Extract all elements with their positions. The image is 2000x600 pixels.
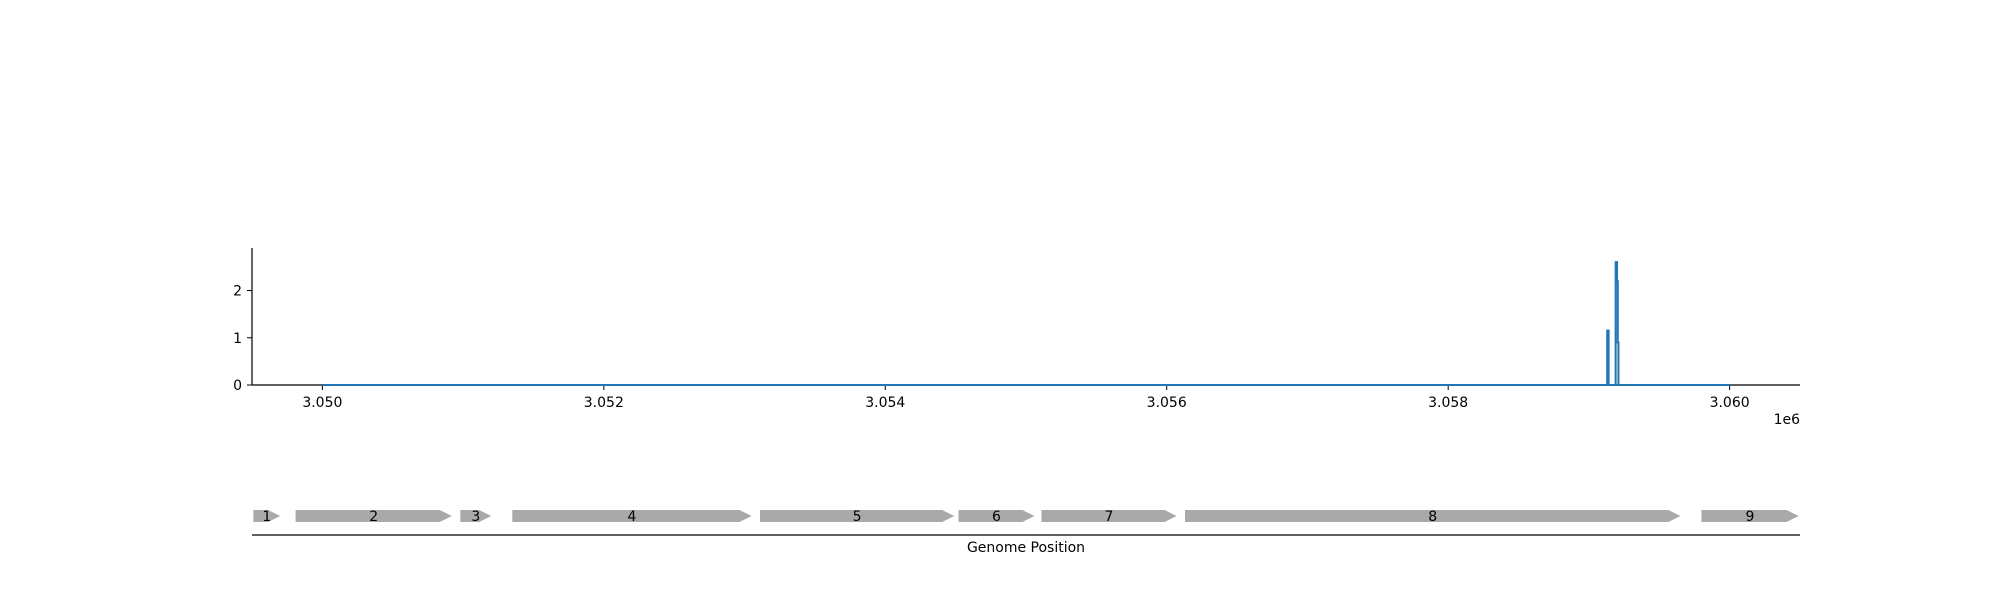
gene-label: 2 xyxy=(369,509,378,525)
gene-arrow xyxy=(253,510,281,522)
coverage-y-ticks: 0 1 2 xyxy=(233,284,252,394)
gene-arrow xyxy=(512,510,752,522)
gene-arrow xyxy=(1041,510,1177,522)
x-offset-label: 1e6 xyxy=(1774,412,1801,428)
gene-arrow xyxy=(1701,510,1799,522)
gene-map-x-axis-label: Genome Position xyxy=(967,540,1085,556)
y-tick-label: 0 xyxy=(233,378,242,394)
coverage-x-ticks: 3.050 3.052 3.054 3.056 3.058 3.060 xyxy=(302,385,1750,411)
x-tick-label: 3.058 xyxy=(1428,395,1468,411)
gene-arrow xyxy=(460,510,492,522)
gene-map: 1 2 3 4 5 6 7 8 9 Genome Position xyxy=(252,509,1800,556)
y-tick-label: 1 xyxy=(233,331,242,347)
x-tick-label: 3.050 xyxy=(302,395,342,411)
gene-label: 4 xyxy=(628,509,637,525)
gene-arrow xyxy=(760,510,955,522)
gene-label: 1 xyxy=(262,509,271,525)
x-tick-label: 3.056 xyxy=(1147,395,1187,411)
gene-arrow xyxy=(295,510,452,522)
gene-label: 9 xyxy=(1746,509,1755,525)
coverage-series-line xyxy=(322,261,1730,386)
gene-arrows: 1 2 3 4 5 6 7 8 9 xyxy=(253,509,1799,525)
x-tick-label: 3.054 xyxy=(865,395,905,411)
x-tick-label: 3.052 xyxy=(584,395,624,411)
gene-label: 6 xyxy=(992,509,1001,525)
coverage-axes xyxy=(251,248,1800,386)
gene-label: 7 xyxy=(1105,509,1114,525)
gene-label: 5 xyxy=(853,509,862,525)
coverage-plot: 3.050 3.052 3.054 3.056 3.058 3.060 0 1 2 1e6 xyxy=(233,248,1800,428)
gene-arrow xyxy=(958,510,1035,522)
gene-label: 3 xyxy=(471,509,480,525)
x-tick-label: 3.060 xyxy=(1710,395,1750,411)
gene-arrow xyxy=(1185,510,1681,522)
gene-label: 8 xyxy=(1428,509,1437,525)
y-tick-label: 2 xyxy=(233,284,242,300)
